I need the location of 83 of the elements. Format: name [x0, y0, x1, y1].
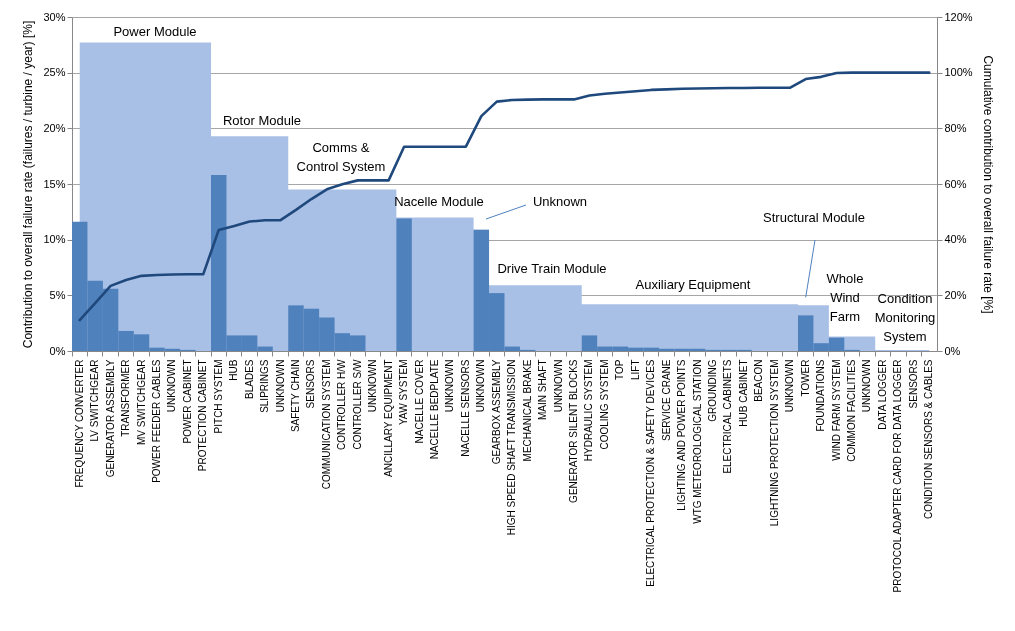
y2-tick-label: 100%	[944, 66, 973, 79]
x-tick-label: CONTROLLER H/W	[336, 358, 348, 451]
y2-tick-label: 120%	[944, 10, 973, 23]
x-tick-label: HIGH SPEED SHAFT TRANSMISSION	[506, 359, 518, 536]
y2-tick-label: 60%	[944, 177, 967, 190]
y-tick-label: 5%	[49, 288, 66, 301]
x-tick-label: HYDRAULIC SYSTEM	[583, 359, 595, 462]
x-tick-label: HUB CABINET	[737, 359, 749, 427]
x-tick-label: SENSORS	[305, 359, 317, 409]
x-tick-label: NACELLE BEDPLATE	[428, 359, 440, 460]
x-tick-label: SAFETY CHAIN	[289, 359, 301, 433]
annotation: Power Module	[113, 24, 197, 39]
x-tick-label: GROUNDING	[707, 359, 719, 422]
annotation: Comms & Control System	[296, 140, 386, 174]
x-tick-label: CONDITION SENSORS & CABLES	[923, 359, 935, 519]
y2-tick-label: 80%	[944, 121, 967, 134]
x-tick-label: MAIN SHAFT	[537, 359, 549, 421]
x-tick-label: ELECTRICAL CABINETS	[722, 359, 734, 474]
x-tick-label: UNKNOWN	[274, 359, 286, 413]
x-tick-label: MV SWITCHGEAR	[135, 359, 147, 446]
x-tick-label: GEARBOX ASSEMBLY	[490, 359, 502, 465]
bar	[396, 218, 412, 351]
x-tick-label: SERVICE CRANE	[660, 359, 672, 442]
x-tick-label: DATA LOGGER	[876, 359, 888, 430]
x-tick-label: PROTOCOL ADAPTER CARD FOR DATA LOGGER	[892, 359, 904, 593]
x-tick-label: UNKNOWN	[444, 359, 456, 413]
annotation: Unknown	[532, 194, 588, 209]
x-tick-label: FREQUENCY CONVERTER	[73, 359, 85, 488]
x-tick-label: TOP	[614, 359, 626, 380]
y-tick-label: 20%	[43, 121, 66, 134]
annotation: Auxiliary Equipment	[635, 277, 751, 292]
x-tick-label: BEACON	[753, 359, 765, 402]
x-tick-label: TOWER	[799, 359, 811, 397]
annotation: Drive Train Module	[497, 261, 607, 276]
x-tick-label: LIFT	[629, 359, 641, 381]
annotation: Whole Wind Farm	[826, 271, 864, 324]
y-tick-label: 10%	[43, 233, 66, 246]
x-tick-label: LV SWITCHGEAR	[89, 359, 101, 442]
y2-axis-title: Cumulative contribution to overall failure rate [%]	[980, 55, 995, 314]
x-tick-label: POWER CABINET	[181, 359, 193, 444]
annotation: Structural Module	[763, 210, 865, 225]
x-tick-label: UNKNOWN	[552, 359, 564, 413]
x-tick-label: UNKNOWN	[861, 359, 873, 413]
x-tick-label: COOLING SYSTEM	[598, 359, 610, 450]
x-tick-label: UNKNOWN	[475, 359, 487, 413]
x-tick-label: ANCILLARY EQUIPMENT	[382, 359, 394, 477]
x-tick-label: YAW SYSTEM	[398, 359, 410, 426]
x-tick-label: GENERATOR ASSEMBLY	[104, 359, 116, 478]
x-tick-label: HUB	[228, 359, 240, 381]
x-tick-label: UNKNOWN	[166, 359, 178, 413]
y-tick-label: 30%	[43, 10, 66, 23]
y-tick-label: 0%	[49, 344, 66, 357]
annotation: Rotor Module	[222, 113, 302, 128]
x-tick-label: COMMUNICATION SYSTEM	[320, 359, 332, 490]
x-tick-label: UNKNOWN	[784, 359, 796, 413]
x-tick-label: ELECTRICAL PROTECTION & SAFETY DEVICES	[645, 359, 657, 587]
y2-tick-label: 20%	[944, 288, 967, 301]
y-axis-title: Contribution to overall failure rate (failures / turbine / year) [%]	[21, 20, 36, 349]
x-tick-label: TRANSFORMER	[120, 359, 132, 437]
x-tick-label: MECHANICAL BRAKE	[521, 359, 533, 462]
x-tick-label: UNKNOWN	[367, 359, 379, 413]
x-tick-label: SLIPRINGS	[259, 359, 271, 413]
x-tick-label: PITCH SYSTEM	[212, 359, 224, 434]
y2-tick-label: 40%	[944, 233, 967, 246]
x-tick-label: COMMON FACILITIES	[846, 359, 858, 462]
x-tick-label: SENSORS	[907, 359, 919, 409]
x-tick-label: WTG METEOROLOGICAL STATION	[691, 359, 703, 524]
x-tick-label: WIND FARM SYSTEM	[830, 359, 842, 461]
x-tick-label: POWER FEEDER CABLES	[150, 359, 162, 483]
x-tick-label: GENERATOR SILENT BLOCKS	[568, 359, 580, 503]
y-tick-label: 25%	[43, 66, 66, 79]
x-tick-label: PROTECTION CABINET	[197, 359, 209, 472]
x-tick-label: BLADES	[243, 359, 255, 399]
x-tick-label: LIGHTING AND POWER POINTS	[676, 359, 688, 511]
x-tick-label: LIGHTNING PROTECTION SYSTEM	[768, 359, 780, 527]
annotation: Condition Monitoring System	[874, 291, 936, 344]
x-tick-label: NACELLE SENSORS	[459, 359, 471, 457]
x-tick-label: CONTROLLER S/W	[351, 358, 363, 450]
y2-tick-label: 0%	[944, 344, 961, 357]
x-tick-label: NACELLE COVER	[413, 359, 425, 444]
y-tick-label: 15%	[43, 177, 66, 190]
x-tick-label: FOUNDATIONS	[815, 359, 827, 432]
annotation: Nacelle Module	[394, 194, 484, 209]
